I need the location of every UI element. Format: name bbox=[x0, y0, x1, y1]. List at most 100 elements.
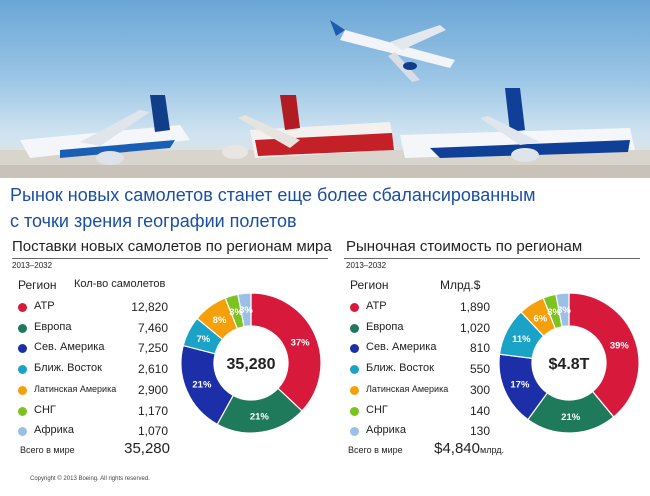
legend-swatch bbox=[350, 365, 359, 375]
region-value: 2,610 bbox=[137, 362, 168, 377]
donut-slice-label: 3% bbox=[239, 305, 253, 316]
right-region-row: Ближ. Восток 550 bbox=[350, 361, 490, 379]
donut-center-label: $4.8T bbox=[549, 356, 590, 373]
left-divider bbox=[12, 258, 328, 259]
copyright-notice: Copyright © 2013 Boeing. All rights rese… bbox=[30, 476, 150, 482]
region-name: Сев. Америка bbox=[34, 341, 105, 354]
right-region-row: Европа 1,020 bbox=[350, 320, 490, 338]
region-name: СНГ bbox=[366, 403, 388, 416]
region-value: 1,170 bbox=[137, 403, 168, 418]
legend-swatch bbox=[18, 365, 27, 375]
right-region-row: Латинская Америка 300 bbox=[350, 382, 490, 400]
right-period: 2013–2032 bbox=[346, 261, 387, 270]
left-total-label: Всего в мире bbox=[20, 445, 75, 455]
donut-center-label: 35,280 bbox=[227, 356, 276, 373]
donut-hole bbox=[533, 327, 605, 399]
right-col-value: Млрд.$ bbox=[440, 278, 481, 292]
donut-slice-label: 21% bbox=[561, 412, 581, 423]
donut-slice-label: 7% bbox=[196, 334, 210, 345]
region-name: Европа bbox=[34, 320, 72, 333]
region-name: Ближ. Восток bbox=[366, 362, 434, 375]
left-region-row: СНГ 1,170 bbox=[18, 403, 168, 421]
donut-slice-label: 17% bbox=[510, 380, 530, 391]
left-section-heading: Поставки новых самолетов по регионам мир… bbox=[12, 238, 332, 255]
legend-swatch bbox=[18, 385, 27, 395]
title-line-2: с точки зрения географии полетов bbox=[10, 211, 297, 231]
right-region-row: Сев. Америка 810 bbox=[350, 340, 490, 358]
donut-slice bbox=[237, 292, 252, 328]
page-title: Рынок новых самолетов станет еще более с… bbox=[10, 182, 630, 234]
region-value: 2,900 bbox=[137, 382, 168, 397]
region-name: СНГ bbox=[34, 403, 56, 416]
legend-swatch bbox=[350, 406, 359, 416]
region-value: 130 bbox=[469, 424, 490, 439]
legend-swatch bbox=[350, 303, 359, 312]
right-col-region: Регион bbox=[350, 278, 389, 292]
left-col-region: Регион bbox=[18, 278, 57, 292]
region-name: АТР bbox=[34, 300, 55, 312]
legend-swatch bbox=[18, 406, 27, 416]
left-plane-icon bbox=[20, 95, 190, 165]
left-donut-chart: 37%21%21%7%8%3%3%35,280 bbox=[180, 292, 322, 434]
legend-swatch bbox=[18, 303, 27, 312]
region-value: 1,020 bbox=[459, 320, 490, 335]
left-period: 2013–2032 bbox=[12, 261, 53, 270]
region-value: 810 bbox=[469, 341, 490, 356]
region-name: Сев. Америка bbox=[366, 341, 437, 354]
region-name: Латинская Америка bbox=[34, 383, 117, 394]
region-value: 7,460 bbox=[137, 320, 168, 335]
donut-slice bbox=[555, 292, 570, 328]
left-region-row: Сев. Америка 7,250 bbox=[18, 340, 168, 358]
donut-slice-label: 3% bbox=[547, 307, 561, 318]
legend-swatch bbox=[18, 427, 27, 437]
donut-slice-label: 37% bbox=[291, 337, 311, 348]
left-region-row: Европа 7,460 bbox=[18, 320, 168, 338]
donut-slice bbox=[250, 292, 322, 412]
region-name: Латинская Америка bbox=[366, 383, 449, 394]
region-value: 7,250 bbox=[137, 341, 168, 356]
region-value: 140 bbox=[469, 403, 490, 418]
region-value: 1,070 bbox=[137, 424, 168, 439]
legend-swatch bbox=[18, 323, 27, 333]
right-total-amount: $4,840 bbox=[434, 440, 480, 457]
title-line-1: Рынок новых самолетов станет еще более с… bbox=[10, 185, 536, 205]
legend-swatch bbox=[350, 385, 359, 395]
donut-slice-label: 21% bbox=[250, 411, 270, 422]
hero-airplanes-image bbox=[0, 0, 650, 178]
legend-swatch bbox=[350, 427, 359, 437]
left-col-value: Кол-во самолетов bbox=[74, 278, 166, 290]
legend-swatch bbox=[350, 344, 359, 354]
legend-swatch bbox=[18, 344, 27, 354]
donut-slice-label: 11% bbox=[512, 334, 531, 345]
region-name: Африка bbox=[34, 424, 74, 437]
left-total-value: 35,280 bbox=[124, 440, 170, 457]
region-name: Европа bbox=[366, 320, 404, 333]
right-divider bbox=[344, 258, 640, 259]
right-total-unit: млрд. bbox=[480, 445, 504, 455]
right-plane-icon bbox=[400, 88, 635, 162]
donut-slice-label: 8% bbox=[213, 315, 227, 326]
donut-slice-label: 39% bbox=[610, 340, 630, 351]
donut-hole bbox=[215, 327, 287, 399]
right-total-label: Всего в мире bbox=[348, 445, 403, 455]
left-region-row: Латинская Америка 2,900 bbox=[18, 382, 168, 400]
right-region-row: СНГ 140 bbox=[350, 403, 490, 421]
right-section-heading: Рыночная стоимость по регионам bbox=[346, 238, 583, 255]
left-region-row: Ближ. Восток 2,610 bbox=[18, 361, 168, 379]
flying-plane-icon bbox=[330, 20, 455, 82]
legend-swatch bbox=[350, 323, 359, 333]
right-donut-chart: 39%21%17%11%6%3%3%$4.8T bbox=[498, 292, 640, 434]
region-name: Ближ. Восток bbox=[34, 362, 102, 375]
left-region-row: АТР 12,820 bbox=[18, 299, 168, 317]
region-value: 300 bbox=[469, 382, 490, 397]
donut-slice-label: 3% bbox=[229, 307, 243, 318]
left-region-row: Африка 1,070 bbox=[18, 423, 168, 441]
donut-slice-label: 6% bbox=[533, 313, 547, 324]
region-name: Африка bbox=[366, 424, 406, 437]
donut-slice bbox=[568, 292, 640, 418]
region-value: 550 bbox=[469, 362, 490, 377]
center-plane-icon bbox=[222, 95, 395, 159]
donut-slice-label: 3% bbox=[557, 305, 571, 316]
donut-slice-label: 21% bbox=[192, 380, 212, 391]
region-value: 1,890 bbox=[459, 300, 490, 314]
